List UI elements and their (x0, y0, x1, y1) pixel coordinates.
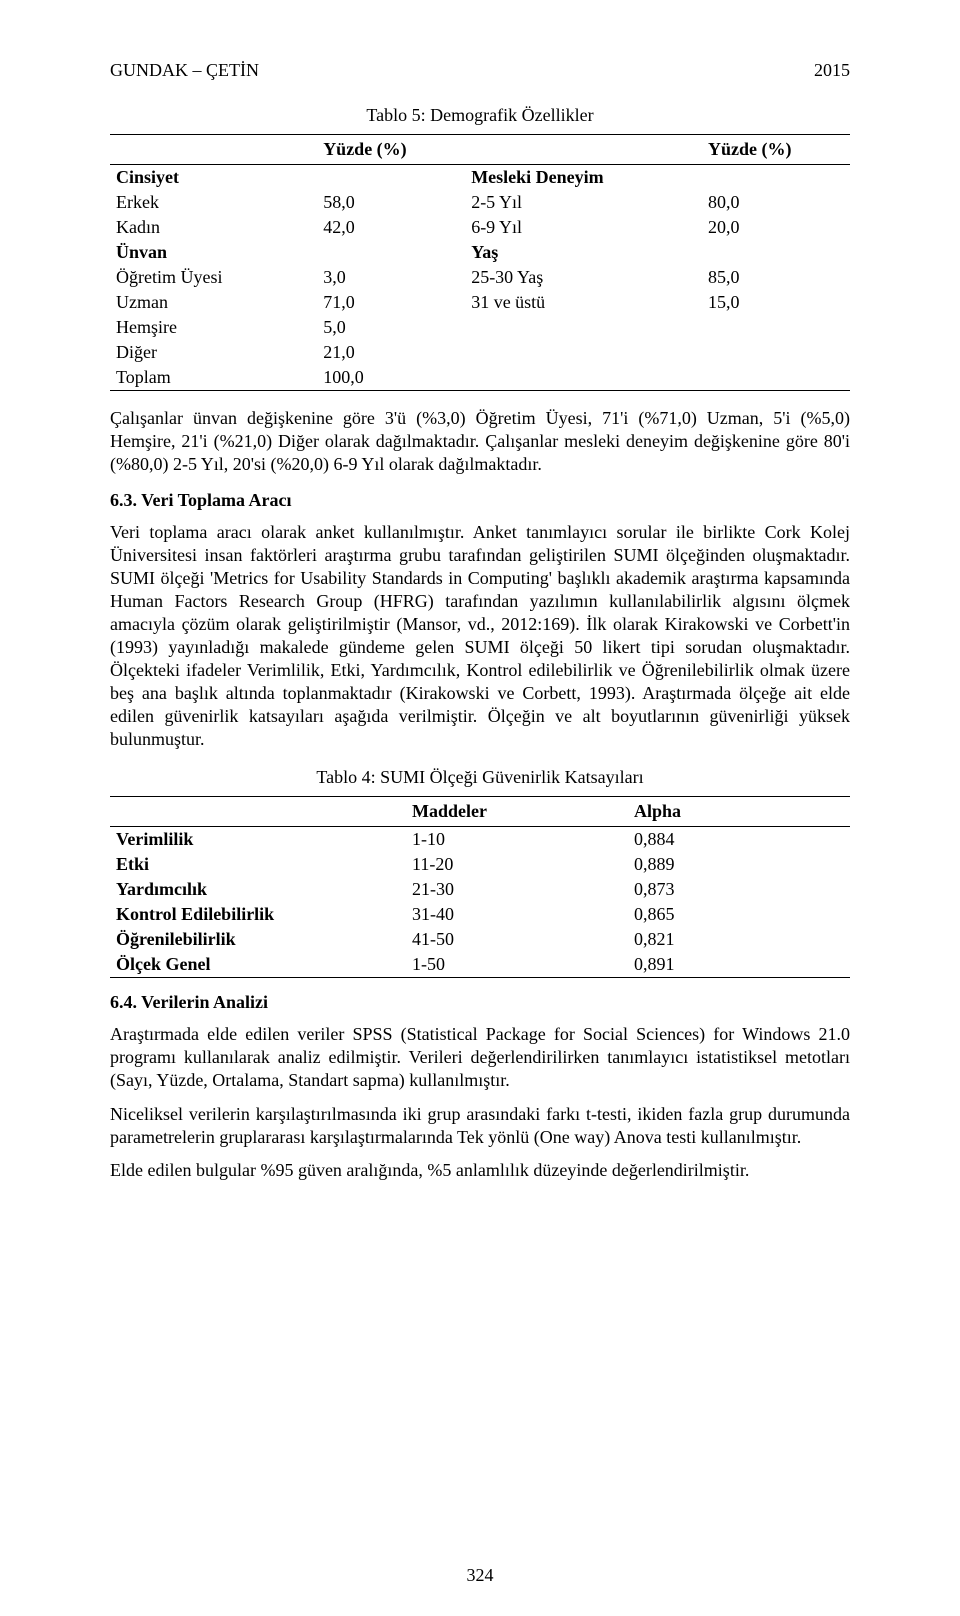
t5-cell: 6-9 Yıl (465, 215, 702, 240)
t5-cell: 31 ve üstü (465, 290, 702, 315)
t5-cell: 3,0 (317, 265, 465, 290)
t5-cell: 42,0 (317, 215, 465, 240)
t4-cell: 0,889 (628, 852, 850, 877)
t4-h0 (110, 797, 406, 827)
t5-cell: 5,0 (317, 315, 465, 340)
table4-title: Tablo 4: SUMI Ölçeği Güvenirlik Katsayıl… (110, 767, 850, 788)
t4-cell: Verimlilik (110, 827, 406, 853)
t4-cell: Ölçek Genel (110, 952, 406, 978)
t5-cell: 80,0 (702, 190, 850, 215)
table4: Maddeler Alpha Verimlilik 1-10 0,884 Etk… (110, 796, 850, 978)
t4-cell: 41-50 (406, 927, 628, 952)
t4-cell: Kontrol Edilebilirlik (110, 902, 406, 927)
t5-right-group2: Yaş (465, 240, 702, 265)
t4-cell: 21-30 (406, 877, 628, 902)
t4-cell: 0,821 (628, 927, 850, 952)
section-6-4-p1: Araştırmada elde edilen veriler SPSS (St… (110, 1023, 850, 1092)
t5-left-group1: Cinsiyet (110, 165, 317, 191)
t5-cell (465, 340, 702, 365)
table5-header-right: Yüzde (%) (702, 135, 850, 165)
section-6-3-title: 6.3. Veri Toplama Aracı (110, 490, 850, 511)
t5-cell (702, 365, 850, 391)
header-right: 2015 (814, 60, 850, 81)
t4-cell: 1-10 (406, 827, 628, 853)
t5-cell: Diğer (110, 340, 317, 365)
para-after-t5: Çalışanlar ünvan değişkenine göre 3'ü (%… (110, 407, 850, 476)
t5-left-group2: Ünvan (110, 240, 317, 265)
t5-cell: 15,0 (702, 290, 850, 315)
t4-cell: 0,873 (628, 877, 850, 902)
t4-cell: 1-50 (406, 952, 628, 978)
t5-cell: 58,0 (317, 190, 465, 215)
table5: Yüzde (%) Yüzde (%) Cinsiyet Mesleki Den… (110, 134, 850, 391)
table5-title: Tablo 5: Demografik Özellikler (110, 105, 850, 126)
t5-cell (465, 365, 702, 391)
t4-cell: Öğrenilebilirlik (110, 927, 406, 952)
t4-cell: 11-20 (406, 852, 628, 877)
t5-cell: 2-5 Yıl (465, 190, 702, 215)
t5-cell: 71,0 (317, 290, 465, 315)
t5-cell: Hemşire (110, 315, 317, 340)
table5-header-left: Yüzde (%) (317, 135, 465, 165)
header-left: GUNDAK – ÇETİN (110, 60, 259, 81)
section-6-4-p2: Niceliksel verilerin karşılaştırılmasınd… (110, 1103, 850, 1149)
t5-cell (465, 315, 702, 340)
t5-cell: Öğretim Üyesi (110, 265, 317, 290)
t5-cell: 20,0 (702, 215, 850, 240)
t4-cell: Etki (110, 852, 406, 877)
t5-right-group1: Mesleki Deneyim (465, 165, 702, 191)
t4-h2: Alpha (628, 797, 850, 827)
page-number: 324 (0, 1565, 960, 1586)
t5-cell (702, 340, 850, 365)
t5-cell: Uzman (110, 290, 317, 315)
t5-cell: 100,0 (317, 365, 465, 391)
t4-cell: 0,884 (628, 827, 850, 853)
section-6-4-title: 6.4. Verilerin Analizi (110, 992, 850, 1013)
section-6-3-body: Veri toplama aracı olarak anket kullanıl… (110, 521, 850, 751)
t5-cell: 85,0 (702, 265, 850, 290)
t5-cell: Toplam (110, 365, 317, 391)
t4-cell: 31-40 (406, 902, 628, 927)
t5-cell: Kadın (110, 215, 317, 240)
t5-cell: Erkek (110, 190, 317, 215)
t4-h1: Maddeler (406, 797, 628, 827)
t5-cell (702, 315, 850, 340)
t4-cell: 0,891 (628, 952, 850, 978)
t5-cell: 21,0 (317, 340, 465, 365)
t4-cell: Yardımcılık (110, 877, 406, 902)
section-6-4-p3: Elde edilen bulgular %95 güven aralığınd… (110, 1159, 850, 1182)
t4-cell: 0,865 (628, 902, 850, 927)
t5-cell: 25-30 Yaş (465, 265, 702, 290)
